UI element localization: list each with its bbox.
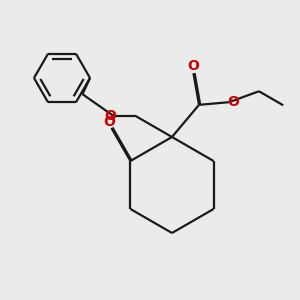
Text: O: O <box>188 59 200 73</box>
Text: O: O <box>227 95 239 109</box>
Text: O: O <box>105 109 117 123</box>
Text: O: O <box>103 115 116 129</box>
